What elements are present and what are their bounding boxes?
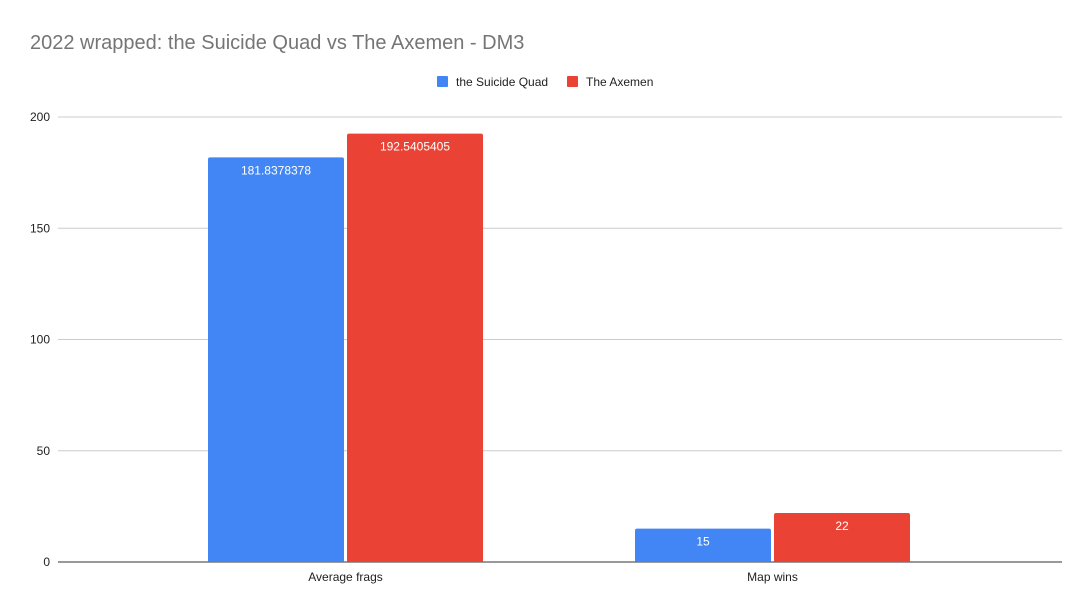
y-tick-label: 150 [30,221,50,235]
data-label: 192.5405405 [380,140,450,154]
category-labels: Average frags Map wins [308,570,798,584]
bar-axemen [774,513,910,562]
bar-suicide-quad [635,528,771,562]
data-label: 15 [696,535,710,549]
x-tick-label: Map wins [747,570,798,584]
legend-label: The Axemen [586,75,653,89]
legend-label: the Suicide Quad [456,75,548,89]
data-label: 22 [835,519,849,533]
y-tick-label: 0 [43,555,50,569]
x-tick-label: Average frags [308,570,383,584]
y-tick-label: 100 [30,333,50,347]
data-label: 181.8378378 [241,163,311,177]
gridlines: 0 50 100 150 200 [30,110,1062,569]
bar-axemen [347,133,483,562]
chart-title: 2022 wrapped: the Suicide Quad vs The Ax… [30,32,524,54]
legend-swatch [567,76,578,87]
y-tick-label: 50 [37,444,51,458]
legend: the Suicide Quad The Axemen [437,75,653,89]
legend-swatch [437,76,448,87]
bar-suicide-quad [208,157,344,562]
bars: 181.8378378 192.5405405 15 22 [208,133,910,562]
y-tick-label: 200 [30,110,50,124]
